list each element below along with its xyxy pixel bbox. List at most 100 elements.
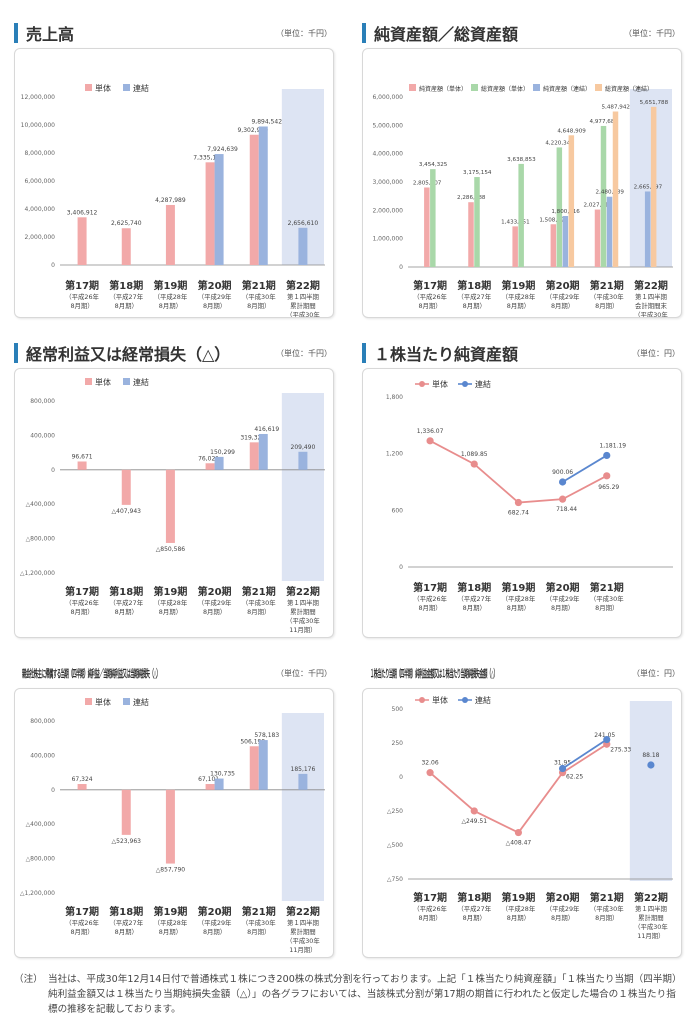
y-tick-label: △1,200,000 bbox=[20, 570, 55, 577]
x-category-label: 第20期 bbox=[546, 279, 580, 292]
data-label: 9,894,542 bbox=[251, 118, 282, 125]
x-category-label: 第19期 bbox=[501, 891, 535, 904]
bar-series-3 bbox=[650, 106, 657, 268]
bar-single bbox=[205, 162, 215, 265]
data-label: 682.74 bbox=[508, 510, 529, 517]
y-tick-label: 6,000,000 bbox=[24, 178, 55, 185]
x-category-label: 第18期 bbox=[109, 905, 143, 918]
x-category-sublabel: 累計期間 bbox=[290, 607, 316, 616]
x-category-sublabel: 8月期） bbox=[595, 604, 618, 612]
y-tick-label: 6,000,000 bbox=[372, 94, 403, 101]
legend-label: 連結 bbox=[133, 83, 149, 93]
chart-panel-eps: △750 △500 △250 0 250 500 32.06 △249.51 △408.47 31… bbox=[362, 688, 682, 958]
legend-swatch bbox=[471, 84, 478, 91]
section-title-eps: １株当たり当期（四半期）純利益金額又は１株当たり当期純損失金額（△） bbox=[362, 660, 630, 686]
highlight-band bbox=[281, 393, 324, 581]
chart-panel-bps: 0 600 1,200 1,800 1,336.07 1,089.85 682.74 718.… bbox=[362, 368, 682, 638]
data-label: 965.29 bbox=[598, 484, 619, 491]
y-tick-label: 0 bbox=[399, 564, 403, 571]
bar-single bbox=[77, 217, 87, 265]
y-tick-label: 1,000,000 bbox=[372, 236, 403, 243]
x-category-label: 第18期 bbox=[109, 279, 143, 292]
data-label: 718.44 bbox=[556, 506, 577, 513]
x-category-label: 第21期 bbox=[242, 279, 276, 292]
bar-series-0 bbox=[594, 209, 601, 267]
data-label: 1,089.85 bbox=[461, 451, 488, 458]
x-category-sublabel: 8月期） bbox=[203, 608, 226, 616]
legend-swatch bbox=[85, 378, 92, 385]
x-category-sublabel: （平成29年 bbox=[198, 598, 232, 607]
bar-series-3 bbox=[568, 135, 575, 267]
x-category-sublabel: （平成30年 bbox=[590, 594, 624, 603]
unit-label: （単位：千円） bbox=[276, 669, 332, 678]
data-label: 76,021 bbox=[198, 455, 219, 462]
bar-series-0 bbox=[550, 224, 557, 267]
y-tick-label: 1,800 bbox=[386, 394, 403, 401]
x-category-sublabel: 8月期） bbox=[463, 302, 486, 310]
data-label: △249.51 bbox=[461, 818, 487, 825]
x-category-sublabel: （平成30年 bbox=[634, 922, 668, 931]
x-category-sublabel: （平成29年 bbox=[546, 292, 580, 301]
bar-consol bbox=[298, 227, 308, 265]
data-label: 506,199 bbox=[240, 738, 265, 745]
x-category-sublabel: （平成26年 bbox=[65, 918, 99, 927]
bar-consol bbox=[214, 154, 224, 265]
x-category-sublabel: 8月期） bbox=[203, 928, 226, 936]
legend-marker bbox=[462, 381, 468, 387]
section-title-text: 売上高 bbox=[26, 25, 75, 44]
x-category-sublabel: 8月期） bbox=[115, 928, 138, 936]
x-category-label: 第18期 bbox=[457, 279, 491, 292]
x-category-sublabel: （平成27年 bbox=[457, 594, 491, 603]
x-category-sublabel: （平成28年 bbox=[154, 292, 188, 301]
bar-consol bbox=[258, 126, 268, 265]
bar-single bbox=[205, 784, 215, 790]
x-category-label: 第20期 bbox=[198, 905, 232, 918]
data-label: 96,671 bbox=[72, 453, 93, 460]
y-tick-label: 1,200 bbox=[386, 451, 403, 458]
x-category-sublabel: 11月期） bbox=[637, 932, 664, 940]
x-category-sublabel: 8月期） bbox=[463, 914, 486, 922]
y-tick-label: 2,000,000 bbox=[372, 207, 403, 214]
bar-single bbox=[165, 204, 175, 265]
x-category-sublabel: （平成29年 bbox=[546, 904, 580, 913]
data-label: 2,656,610 bbox=[288, 220, 319, 227]
x-category-label: 第19期 bbox=[153, 585, 187, 598]
y-tick-label: 400,000 bbox=[30, 432, 55, 439]
data-point bbox=[426, 437, 434, 445]
x-category-sublabel: 累計期間 bbox=[290, 927, 316, 936]
x-category-sublabel: （平成28年 bbox=[502, 904, 536, 913]
y-tick-label: 0 bbox=[51, 787, 55, 794]
section-netincome: 親会社株主に帰属する当期（四半期）純利益／当期純利益又は当期純損失（△） （単位… bbox=[14, 660, 334, 960]
section-title-bps: １株当たり純資産額 bbox=[362, 340, 518, 366]
x-category-sublabel: 11月期） bbox=[289, 946, 316, 954]
unit-label: （単位：円） bbox=[632, 669, 680, 678]
section-title-ordinary: 経常利益又は経常損失（△） bbox=[14, 340, 230, 366]
data-label: 2,625,740 bbox=[111, 220, 142, 227]
footnote-text: 当社は、平成30年12月14日付で普通株式１株につき200株の株式分割を行ってお… bbox=[48, 974, 682, 1015]
data-point bbox=[514, 828, 523, 837]
x-category-label: 第18期 bbox=[457, 891, 491, 904]
data-label: 88.18 bbox=[642, 752, 659, 759]
y-tick-label: 800,000 bbox=[30, 718, 55, 725]
footnote: （注） 当社は、平成30年12月14日付で普通株式１株につき200株の株式分割を… bbox=[14, 972, 684, 1017]
section-assets: 純資産額／総資産額 （単位：千円） 0 1,000,000 2,000,000 3,0… bbox=[362, 20, 682, 320]
chart-eps: △750 △500 △250 0 250 500 32.06 △249.51 △408.47 31… bbox=[387, 695, 673, 940]
x-category-label: 第21期 bbox=[590, 581, 624, 594]
y-tick-label: 600 bbox=[392, 507, 404, 514]
unit-label: （単位：円） bbox=[632, 349, 680, 358]
x-category-label: 第20期 bbox=[546, 891, 580, 904]
data-point bbox=[603, 735, 611, 744]
data-label: 7,335,181 bbox=[193, 154, 224, 161]
data-label: 5,651,788 bbox=[640, 100, 669, 106]
data-label: 31.95 bbox=[554, 760, 571, 767]
data-label: 3,638,853 bbox=[507, 157, 536, 163]
chart-bps: 0 600 1,200 1,800 1,336.07 1,089.85 682.74 718.… bbox=[386, 379, 673, 612]
chart-panel-ordinary: △1,200,000 △800,000 △400,000 0 400,000 800,00… bbox=[14, 368, 334, 638]
x-category-label: 第22期 bbox=[286, 279, 320, 292]
data-label: 62.25 bbox=[566, 774, 583, 781]
y-tick-label: 400,000 bbox=[30, 752, 55, 759]
section-title-netincome: 親会社株主に帰属する当期（四半期）純利益／当期純利益又は当期純損失（△） bbox=[14, 660, 282, 686]
bar-series-1 bbox=[600, 125, 607, 267]
data-label: 900.06 bbox=[552, 469, 573, 476]
x-category-sublabel: （平成29年 bbox=[198, 292, 232, 301]
